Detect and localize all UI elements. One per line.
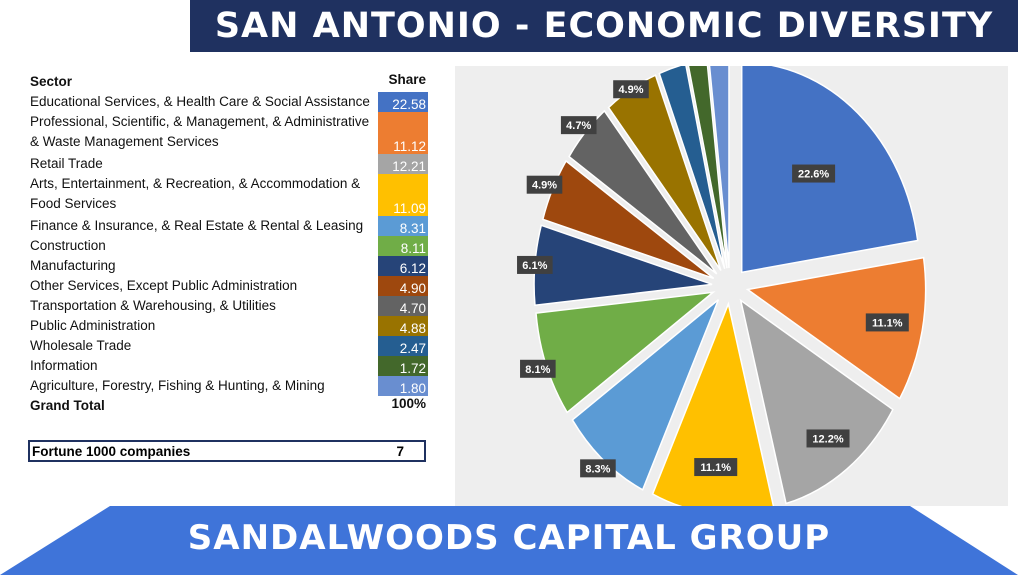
table-row: Retail Trade 12.21 <box>28 154 428 174</box>
grand-total-row: Grand Total 100% <box>28 396 428 416</box>
sector-label: Public Administration <box>30 318 156 333</box>
data-label-box <box>520 359 556 378</box>
table-row: Finance & Insurance, & Real Estate & Ren… <box>28 216 428 236</box>
footer-text: SANDALWOODS CAPITAL GROUP <box>187 518 831 558</box>
share-value: 11.09 <box>378 174 428 216</box>
fortune-box: Fortune 1000 companies 7 <box>28 440 426 462</box>
data-label-box <box>613 80 649 99</box>
header-share: Share <box>388 72 426 87</box>
data-label-text: 8.3% <box>585 463 610 475</box>
data-label-text: 4.9% <box>618 84 643 96</box>
pie-slice <box>651 301 775 506</box>
table-row: Educational Services, & Health Care & So… <box>28 92 428 112</box>
data-label-text: 11.1% <box>872 317 903 329</box>
table-row: Other Services, Except Public Administra… <box>28 276 428 296</box>
table-row: Transportation & Warehousing, & Utilitie… <box>28 296 428 316</box>
pie-data-label: 12.2% <box>806 429 850 448</box>
table-header: Sector Share <box>28 72 428 92</box>
title-banner: SAN ANTONIO - ECONOMIC DIVERSITY <box>190 0 1018 52</box>
sector-label: Construction <box>30 238 106 253</box>
footer-banner <box>0 506 1018 575</box>
share-value: 12.21 <box>378 154 428 174</box>
pie-slice <box>745 256 927 400</box>
table-row: Public Administration 4.88 <box>28 316 428 336</box>
sector-label: Transportation & Warehousing, & Utilitie… <box>30 298 276 313</box>
table-row: Agriculture, Forestry, Fishing & Hunting… <box>28 376 428 396</box>
sector-label: Other Services, Except Public Administra… <box>30 278 298 293</box>
share-value: 4.90 <box>378 276 428 296</box>
grand-total-value: 100% <box>391 396 426 411</box>
share-value: 8.11 <box>378 236 428 256</box>
pie-data-label: 22.6% <box>792 164 836 183</box>
sector-label: Information <box>30 358 98 373</box>
sector-label: Retail Trade <box>30 156 103 171</box>
table-row: Professional, Scientific, & Management, … <box>28 112 428 154</box>
data-label-text: 11.1% <box>700 462 731 474</box>
page-title: SAN ANTONIO - ECONOMIC DIVERSITY <box>214 6 994 46</box>
pie-slice <box>708 66 730 269</box>
sector-label: Professional, Scientific, & Management, … <box>30 114 370 149</box>
pie-slice <box>739 298 894 505</box>
share-value: 2.47 <box>378 336 428 356</box>
pie-data-label: 8.1% <box>520 359 556 378</box>
data-label-box <box>792 164 836 183</box>
sector-label: Agriculture, Forestry, Fishing & Hunting… <box>30 378 325 393</box>
data-label-box <box>517 255 553 274</box>
sector-label: Manufacturing <box>30 258 116 273</box>
pie-data-label: 4.9% <box>526 175 563 194</box>
share-value: 11.12 <box>378 112 428 154</box>
pie-data-label: 11.1% <box>694 458 738 477</box>
data-label-text: 12.2% <box>812 433 843 445</box>
share-value: 1.72 <box>378 356 428 376</box>
table-row: Wholesale Trade 2.47 <box>28 336 428 356</box>
sector-label: Wholesale Trade <box>30 338 132 353</box>
pie-slice <box>658 66 726 270</box>
sector-label: Finance & Insurance, & Real Estate & Ren… <box>30 218 364 233</box>
chart-area: 22.6% 11.1% 12.2% 11.1% 8.3% 8.1% 6.1% 4.9% 4.7%… <box>455 66 1008 506</box>
share-value: 4.88 <box>378 316 428 336</box>
share-value: 4.70 <box>378 296 428 316</box>
share-value: 1.80 <box>378 376 428 396</box>
data-label-box <box>694 458 738 477</box>
pie-data-label: 4.9% <box>613 80 649 99</box>
table-row: Manufacturing 6.12 <box>28 256 428 276</box>
data-label-text: 4.9% <box>532 180 557 192</box>
pie-data-label: 4.7% <box>560 116 597 135</box>
pie-data-label: 11.1% <box>865 313 909 332</box>
fortune-label: Fortune 1000 companies <box>32 444 191 459</box>
data-label-box <box>560 116 597 135</box>
data-label-text: 22.6% <box>798 169 829 181</box>
table-row: Construction 8.11 <box>28 236 428 256</box>
data-label-text: 4.7% <box>566 120 591 132</box>
header-sector: Sector <box>30 74 73 89</box>
grand-total-label: Grand Total <box>30 398 105 413</box>
data-label-box <box>806 429 850 448</box>
share-value: 22.58 <box>378 92 428 112</box>
pie-data-label: 8.3% <box>580 459 616 478</box>
data-label-text: 8.1% <box>525 364 550 376</box>
data-label-text: 6.1% <box>522 260 547 272</box>
share-value: 6.12 <box>378 256 428 276</box>
fortune-value: 7 <box>396 444 404 459</box>
data-label-box <box>580 459 616 478</box>
pie-slice <box>687 66 728 269</box>
pie-chart: 22.6% 11.1% 12.2% 11.1% 8.3% 8.1% 6.1% 4.9% 4.7%… <box>517 66 927 506</box>
sector-label: Arts, Entertainment, & Recreation, & Acc… <box>30 176 361 211</box>
share-value: 8.31 <box>378 216 428 236</box>
data-label-box <box>865 313 909 332</box>
table-row: Information 1.72 <box>28 356 428 376</box>
data-label-box <box>526 175 563 194</box>
sector-label: Educational Services, & Health Care & So… <box>30 94 370 109</box>
pie-data-label: 6.1% <box>517 255 553 274</box>
table-row: Arts, Entertainment, & Recreation, & Acc… <box>28 174 428 216</box>
